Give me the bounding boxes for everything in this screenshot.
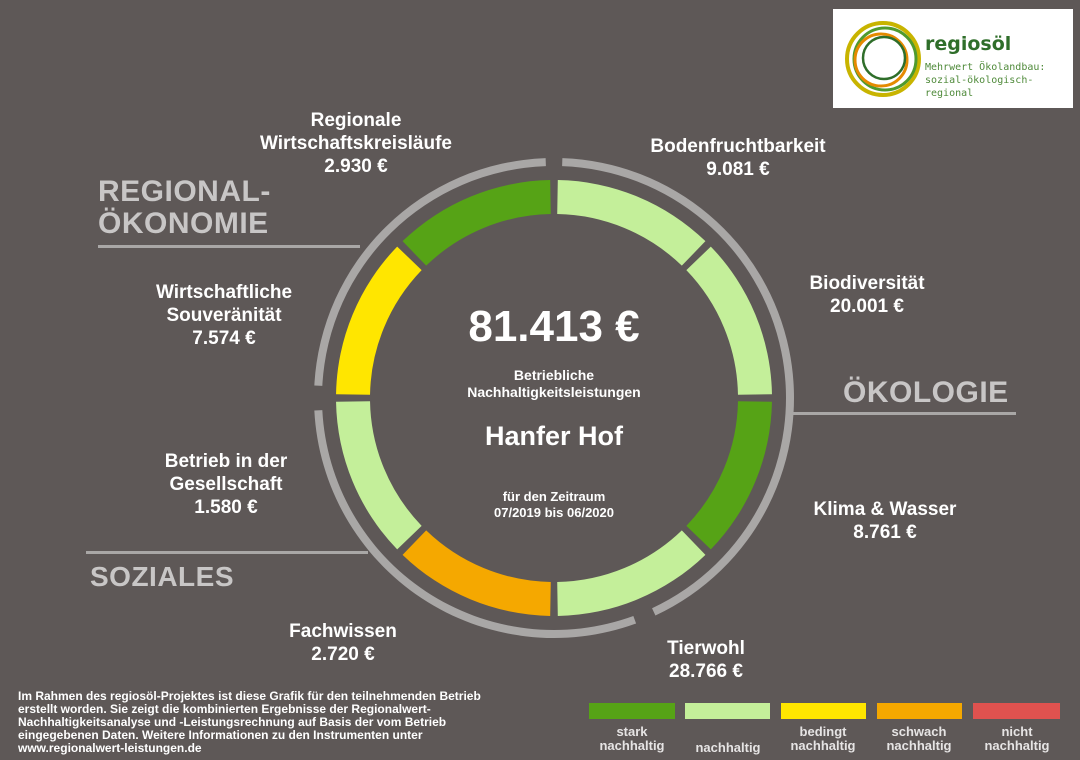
- label-biodiversitaet: Biodiversität 20.001 €: [786, 272, 948, 318]
- legend-label-nachhaltig: nachhaltig: [695, 740, 761, 755]
- label-value: 7.574 €: [192, 328, 256, 349]
- legend-label-line-2: nachhaltig: [886, 738, 952, 753]
- label-wirtschaftliche-souveraenitaet: Wirtschaftliche Souveränität 7.574 €: [138, 281, 310, 350]
- legend-swatch-stark: [589, 703, 675, 719]
- label-fachwissen: Fachwissen 2.720 €: [276, 620, 410, 666]
- ring-segment-tierwohl: [557, 530, 706, 616]
- label-name-line-1: Tierwohl: [667, 638, 745, 659]
- ring-segment-wirtschaftliche-souveraenitaet: [336, 246, 422, 395]
- label-bodenfruchtbarkeit: Bodenfruchtbarkeit 9.081 €: [628, 135, 848, 181]
- legend-label-schwach: schwach nachhaltig: [871, 725, 967, 753]
- divider-regional: [98, 245, 360, 248]
- label-value: 2.930 €: [324, 156, 388, 177]
- label-name-line-1: Fachwissen: [289, 621, 397, 642]
- label-name-line-1: Bodenfruchtbarkeit: [650, 136, 826, 157]
- period: für den Zeitraum 07/2019 bis 06/2020: [434, 489, 674, 521]
- label-value: 8.761 €: [853, 522, 917, 543]
- label-klima-wasser: Klima & Wasser 8.761 €: [792, 498, 978, 544]
- total-subtitle-line-2: Nachhaltigkeitsleistungen: [467, 384, 641, 400]
- ring-segment-bodenfruchtbarkeit: [557, 180, 706, 266]
- ring-segment-regionale-wirtschaftskreislaeufe: [402, 180, 551, 266]
- legend-swatch-nachhaltig: [685, 703, 770, 719]
- logo-tagline-line-1: Mehrwert Ökolandbau:: [925, 62, 1046, 73]
- total-value: 81.413 €: [468, 302, 640, 351]
- label-betrieb-gesellschaft: Betrieb in der Gesellschaft 1.580 €: [146, 450, 306, 519]
- legend-label-line-2: nachhaltig: [984, 738, 1050, 753]
- logo-tagline-line-2: sozial-ökologisch-regional: [925, 75, 1034, 99]
- label-value: 9.081 €: [706, 159, 770, 180]
- legend-label-line-2: nachhaltig: [790, 738, 856, 753]
- label-name-line-2: Gesellschaft: [169, 474, 283, 495]
- total-subtitle-line-1: Betriebliche: [513, 367, 595, 383]
- ring-segments: [336, 180, 772, 616]
- regiosoel-logo-rings-icon: [845, 21, 921, 97]
- logo-name: regiosöl: [925, 33, 1012, 55]
- divider-soziales: [86, 551, 368, 554]
- label-value: 28.766 €: [669, 661, 743, 682]
- ring-segment-betrieb-gesellschaft: [336, 401, 422, 550]
- label-name-line-1: Biodiversität: [809, 273, 925, 294]
- divider-oekologie: [793, 412, 1016, 415]
- legend-label-line-1: bedingt: [799, 724, 847, 739]
- label-name-line-2: Souveränität: [166, 305, 282, 326]
- legend-label-line-1: nicht: [1001, 724, 1033, 739]
- label-name-line-1: Wirtschaftliche: [155, 282, 293, 303]
- ring-segment-biodiversitaet: [686, 246, 772, 395]
- legend-label-line-2: nachhaltig: [599, 738, 665, 753]
- ring-segment-klima-wasser: [686, 401, 772, 550]
- section-oekologie: ÖKOLOGIE: [843, 376, 1009, 409]
- legend-swatch-bedingt: [781, 703, 866, 719]
- period-line-2: 07/2019 bis 06/2020: [494, 505, 614, 520]
- label-name-line-1: Betrieb in der: [164, 451, 288, 472]
- label-name-line-1: Regionale: [310, 110, 402, 131]
- label-value: 20.001 €: [830, 296, 904, 317]
- section-soziales: SOZIALES: [90, 561, 235, 592]
- legend-swatch-schwach: [877, 703, 962, 719]
- regiosoel-logo: regiosöl Mehrwert Ökolandbau: sozial-öko…: [833, 9, 1073, 108]
- legend-label-line-1: schwach: [891, 724, 947, 739]
- section-regionaloekonomie: REGIONAL- ÖKONOMIE: [98, 176, 271, 240]
- section-regional-line-2: ÖKONOMIE: [98, 207, 269, 240]
- section-regional-line-1: REGIONAL-: [98, 175, 271, 208]
- legend-swatch-nicht: [973, 703, 1060, 719]
- ring-segment-fachwissen: [402, 530, 551, 616]
- legend-label-stark: stark nachhaltig: [584, 725, 680, 753]
- legend-label-line-1: stark: [616, 724, 648, 739]
- label-name-line-2: Wirtschaftskreisläufe: [259, 133, 452, 154]
- label-value: 2.720 €: [311, 644, 375, 665]
- logo-tagline: Mehrwert Ökolandbau: sozial-ökologisch-r…: [925, 61, 1073, 100]
- total-subtitle: Betriebliche Nachhaltigkeitsleistungen: [434, 367, 674, 401]
- label-tierwohl: Tierwohl 28.766 €: [640, 637, 772, 683]
- farm-name: Hanfer Hof: [484, 421, 623, 451]
- label-value: 1.580 €: [194, 497, 258, 518]
- footnote: Im Rahmen des regiosöl-Projektes ist die…: [18, 689, 481, 755]
- legend-label-bedingt: bedingt nachhaltig: [775, 725, 871, 753]
- period-line-1: für den Zeitraum: [502, 489, 606, 504]
- legend-label-nicht: nicht nachhaltig: [969, 725, 1065, 753]
- label-regionale-wirtschaftskreislaeufe: Regionale Wirtschaftskreisläufe 2.930 €: [236, 109, 476, 178]
- label-name-line-1: Klima & Wasser: [813, 499, 957, 520]
